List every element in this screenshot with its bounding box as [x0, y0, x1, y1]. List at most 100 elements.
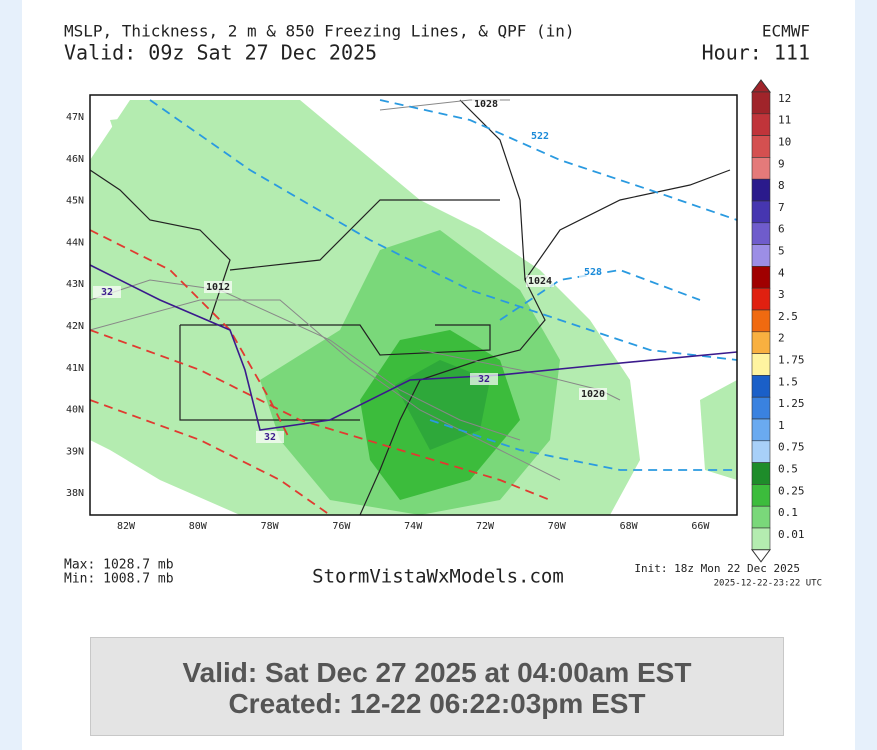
map-annotation: 1012: [206, 282, 230, 293]
colorbar-label: 3: [778, 288, 785, 301]
valid-info: Valid: Sat Dec 27 2025 at 04:00am EST: [182, 657, 692, 688]
colorbar-label: 2.5: [778, 310, 798, 323]
colorbar-swatch: [751, 375, 771, 398]
map-annotation: 32: [264, 432, 276, 443]
colorbar-label: 9: [778, 157, 785, 170]
qpf-area: [700, 380, 737, 480]
colorbar-swatch: [751, 178, 771, 202]
colorbar-swatch: [751, 440, 771, 463]
colorbar-label: 0.5: [778, 463, 798, 476]
colorbar-swatch: [751, 309, 771, 333]
colorbar-swatch: [751, 527, 771, 551]
map-annotation: 1020: [581, 389, 605, 400]
init-time: Init: 18z Mon 22 Dec 2025: [634, 562, 800, 575]
colorbar-swatch: [751, 418, 771, 442]
colorbar-swatch: [751, 266, 771, 289]
lat-label: 47N: [66, 112, 84, 123]
forecast-hour: Hour: 111: [702, 41, 810, 65]
colorbar-label: 4: [778, 266, 785, 279]
lat-label: 39N: [66, 446, 84, 457]
colorbar-swatch: [751, 462, 771, 485]
colorbar-swatch: [751, 113, 771, 136]
colorbar-label: 0.01: [778, 528, 805, 541]
lon-label: 80W: [189, 521, 208, 532]
lat-label: 41N: [66, 363, 84, 374]
colorbar-swatch: [751, 484, 771, 507]
freezing-line-2m: [89, 264, 738, 431]
colorbar-swatch: [751, 157, 771, 180]
colorbar-swatch: [751, 91, 771, 115]
timestamp: 2025-12-22-23:22 UTC: [714, 579, 822, 589]
colorbar-label: 8: [778, 179, 785, 192]
colorbar-label: 1.75: [778, 354, 805, 367]
map-area: [89, 94, 738, 516]
colorbar-label: 0.75: [778, 441, 805, 454]
min-pressure: Min: 1008.7 mb: [64, 572, 174, 587]
annotation-bg: [579, 388, 607, 400]
annotation-bg: [204, 281, 232, 293]
colorbar-label: 2: [778, 332, 785, 345]
colorbar-label: 1.5: [778, 375, 798, 388]
map-annotation: 1028: [474, 99, 498, 110]
colorbar-swatch: [751, 396, 771, 420]
map-annotation: 1024: [528, 276, 552, 287]
map-figure: MSLP, Thickness, 2 m & 850 Freezing Line…: [64, 22, 822, 589]
colorbar-label: 11: [778, 114, 791, 127]
lon-label: 76W: [332, 521, 351, 532]
map-frame: [89, 94, 738, 516]
freezing-lines: [89, 229, 551, 516]
valid-time: Valid: 09z Sat 27 Dec 2025: [64, 41, 377, 65]
annotation-bg: [526, 130, 554, 142]
colorbar-swatch: [751, 287, 771, 311]
annotation-bg: [470, 373, 498, 385]
colorbar-label: 12: [778, 92, 791, 105]
colorbar-swatch: [751, 353, 771, 376]
site-name: StormVistaWxModels.com: [312, 566, 564, 588]
lat-label: 46N: [66, 154, 84, 165]
coastline: [89, 99, 731, 516]
lat-label: 42N: [66, 321, 84, 332]
annotation-bg: [472, 98, 500, 110]
colorbar-swatch: [751, 222, 771, 245]
map-annotation: 32: [101, 287, 113, 298]
lat-label: 40N: [66, 405, 84, 416]
lat-label: 44N: [66, 237, 84, 248]
colorbar-label: 1: [778, 419, 785, 432]
map-annotation: 32: [478, 374, 490, 385]
annotation-bg: [256, 431, 284, 443]
colorbar-label: 1.25: [778, 397, 805, 410]
colorbar-label: 6: [778, 223, 785, 236]
lon-label: 72W: [476, 521, 495, 532]
lat-label: 43N: [66, 279, 84, 290]
annotation-bg: [526, 275, 554, 287]
map-annotation: 522: [531, 131, 549, 142]
annotation-bg: [93, 286, 121, 298]
colorbar-end: [751, 549, 771, 563]
created-info: Created: 12-22 06:22:03pm EST: [228, 688, 646, 719]
model: ECMWF: [762, 22, 810, 41]
map-annotation: 528: [584, 267, 602, 278]
annotation-bg: [579, 266, 607, 278]
max-pressure: Max: 1028.7 mb: [64, 558, 174, 573]
thickness-lines: [149, 99, 738, 471]
qpf-area: [110, 110, 260, 230]
lon-label: 68W: [620, 521, 639, 532]
colorbar-swatch: [751, 244, 771, 267]
lon-label: 66W: [691, 521, 710, 532]
colorbar-end: [751, 79, 771, 93]
colorbar-swatch: [751, 331, 771, 354]
info-box: Valid: Sat Dec 27 2025 at 04:00am EST Cr…: [90, 637, 784, 736]
title: MSLP, Thickness, 2 m & 850 Freezing Line…: [64, 22, 575, 41]
colorbar-label: 0.1: [778, 506, 798, 519]
colorbar-swatch: [751, 200, 771, 224]
colorbar-label: 7: [778, 201, 785, 214]
lon-label: 74W: [404, 521, 423, 532]
colorbar-label: 0.25: [778, 484, 805, 497]
colorbar-swatch: [751, 505, 771, 529]
colorbar-swatch: [751, 135, 771, 158]
lat-label: 45N: [66, 196, 84, 207]
lon-label: 82W: [117, 521, 136, 532]
colorbar-label: 10: [778, 136, 791, 149]
lon-label: 70W: [548, 521, 567, 532]
